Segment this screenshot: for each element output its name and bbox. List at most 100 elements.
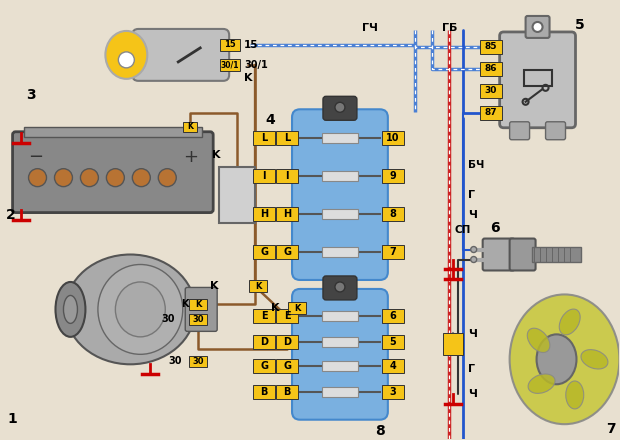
Text: 85: 85 [484, 42, 497, 51]
Text: K: K [195, 300, 202, 309]
Text: 86: 86 [484, 64, 497, 73]
Bar [276, 359, 298, 373]
Bar [276, 309, 298, 323]
Text: B: B [260, 387, 268, 397]
Bar [382, 169, 404, 183]
Text: I: I [262, 171, 266, 181]
FancyBboxPatch shape [185, 287, 217, 331]
Ellipse shape [527, 328, 550, 352]
Text: 8: 8 [389, 209, 396, 219]
Bar [276, 207, 298, 220]
Circle shape [471, 246, 477, 253]
Text: Г: Г [467, 364, 475, 374]
FancyBboxPatch shape [292, 289, 388, 420]
Text: D: D [260, 337, 268, 347]
Text: 7: 7 [389, 246, 396, 257]
Ellipse shape [566, 381, 584, 409]
Text: 5: 5 [389, 337, 396, 347]
Text: 2: 2 [6, 208, 16, 222]
Text: 1: 1 [7, 412, 17, 426]
Text: 30: 30 [162, 315, 175, 324]
Text: 15: 15 [224, 40, 236, 49]
Text: 15: 15 [244, 40, 259, 50]
Text: 6: 6 [389, 312, 396, 321]
Circle shape [471, 257, 477, 263]
Text: 30: 30 [484, 86, 497, 95]
FancyBboxPatch shape [482, 238, 515, 271]
Bar [184, 122, 197, 132]
Text: K: K [255, 282, 261, 291]
Bar [322, 133, 358, 143]
Circle shape [533, 22, 542, 32]
Bar [382, 309, 404, 323]
Bar [322, 171, 358, 181]
Text: 8: 8 [375, 424, 385, 438]
Text: Ч: Ч [467, 330, 477, 339]
FancyBboxPatch shape [12, 132, 213, 213]
Bar [322, 387, 358, 397]
FancyBboxPatch shape [510, 238, 536, 271]
Bar [253, 245, 275, 259]
Text: K: K [210, 282, 218, 291]
Bar [322, 361, 358, 371]
Bar [276, 335, 298, 349]
Ellipse shape [66, 254, 195, 364]
Text: Г: Г [467, 190, 475, 200]
Text: 30: 30 [169, 356, 182, 367]
Text: 30/1: 30/1 [221, 60, 239, 70]
Bar [382, 335, 404, 349]
Text: B: B [283, 387, 291, 397]
Bar [253, 207, 275, 220]
Ellipse shape [528, 374, 555, 393]
Bar [382, 207, 404, 220]
Bar [382, 385, 404, 399]
Bar [524, 70, 552, 86]
Bar [276, 385, 298, 399]
Circle shape [335, 103, 345, 112]
Text: G: G [260, 361, 268, 371]
Text: I: I [285, 171, 289, 181]
Bar [219, 167, 255, 223]
Circle shape [132, 169, 150, 187]
Text: L: L [261, 133, 267, 143]
Ellipse shape [536, 334, 577, 384]
Text: 3: 3 [389, 387, 396, 397]
Text: G: G [283, 361, 291, 371]
Text: СП: СП [454, 224, 471, 235]
Text: 87: 87 [484, 108, 497, 117]
Bar [322, 246, 358, 257]
Bar [253, 359, 275, 373]
Bar [249, 280, 267, 293]
Text: K: K [270, 304, 279, 313]
Text: E: E [284, 312, 290, 321]
Ellipse shape [98, 264, 183, 354]
Text: −: − [28, 148, 43, 166]
Bar [382, 359, 404, 373]
FancyBboxPatch shape [500, 32, 575, 128]
Circle shape [107, 169, 125, 187]
Text: G: G [283, 246, 291, 257]
Ellipse shape [581, 350, 608, 369]
Bar [253, 335, 275, 349]
Bar [480, 84, 502, 98]
Ellipse shape [63, 295, 78, 323]
Bar [189, 314, 207, 325]
Text: 30/1: 30/1 [244, 60, 268, 70]
Bar [24, 127, 202, 137]
Text: 9: 9 [389, 171, 396, 181]
FancyBboxPatch shape [323, 276, 357, 300]
Text: Ч: Ч [467, 209, 477, 220]
Bar [443, 334, 463, 356]
FancyBboxPatch shape [526, 16, 549, 38]
Circle shape [81, 169, 99, 187]
Bar [382, 245, 404, 259]
Bar [220, 39, 240, 51]
Text: БЧ: БЧ [467, 160, 484, 170]
FancyBboxPatch shape [546, 122, 565, 140]
Bar [322, 312, 358, 321]
Bar [189, 299, 207, 310]
Circle shape [158, 169, 176, 187]
Text: 10: 10 [386, 133, 400, 143]
Bar [253, 131, 275, 145]
Bar [189, 356, 207, 367]
